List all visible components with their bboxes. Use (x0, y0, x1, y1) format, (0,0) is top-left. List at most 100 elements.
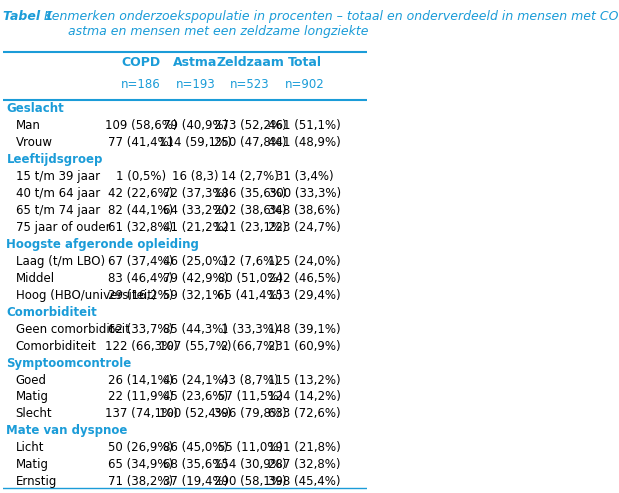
Text: 231 (60,9%): 231 (60,9%) (269, 340, 341, 352)
Text: 67 (37,4%): 67 (37,4%) (108, 255, 173, 268)
Text: Mate van dyspnoe: Mate van dyspnoe (6, 424, 128, 437)
Text: 55 (11,0%): 55 (11,0%) (218, 441, 283, 455)
Text: 31 (3,4%): 31 (3,4%) (276, 170, 334, 183)
Text: 154 (30,9%): 154 (30,9%) (214, 458, 287, 471)
Text: 202 (38,6%): 202 (38,6%) (214, 204, 287, 217)
Text: 12 (7,6%): 12 (7,6%) (221, 255, 279, 268)
Text: 65 (41,4%): 65 (41,4%) (217, 289, 283, 302)
Text: 45 (23,6%): 45 (23,6%) (163, 390, 228, 403)
Text: n=902: n=902 (285, 78, 324, 91)
Text: Total: Total (288, 56, 322, 70)
Text: 75 jaar of ouder: 75 jaar of ouder (15, 221, 110, 234)
Text: 59 (32,1%): 59 (32,1%) (163, 289, 228, 302)
Text: 396 (79,8%): 396 (79,8%) (214, 407, 287, 421)
Text: 223 (24,7%): 223 (24,7%) (268, 221, 341, 234)
Text: 29 (16,2%): 29 (16,2%) (108, 289, 174, 302)
Text: 46 (25,0%): 46 (25,0%) (163, 255, 228, 268)
Text: 43 (8,7%): 43 (8,7%) (222, 374, 279, 387)
Text: 191 (21,8%): 191 (21,8%) (268, 441, 341, 455)
Text: 300 (33,3%): 300 (33,3%) (269, 187, 340, 200)
Text: 1 (0,5%): 1 (0,5%) (116, 170, 166, 183)
Text: Matig: Matig (15, 390, 48, 403)
Text: Ernstig: Ernstig (15, 475, 57, 488)
Text: 72 (37,3%): 72 (37,3%) (163, 187, 228, 200)
Text: 148 (39,1%): 148 (39,1%) (269, 322, 341, 336)
Text: 86 (45,0%): 86 (45,0%) (163, 441, 228, 455)
Text: Middel: Middel (15, 272, 54, 285)
Text: Leeftijdsgroep: Leeftijdsgroep (6, 153, 103, 166)
Text: Geslacht: Geslacht (6, 102, 64, 115)
Text: 68 (35,6%): 68 (35,6%) (163, 458, 228, 471)
Text: 398 (45,4%): 398 (45,4%) (269, 475, 341, 488)
Text: 15 t/m 39 jaar: 15 t/m 39 jaar (15, 170, 100, 183)
Text: 348 (38,6%): 348 (38,6%) (269, 204, 341, 217)
Text: Matig: Matig (15, 458, 48, 471)
Text: Man: Man (15, 119, 40, 132)
Text: 186 (35,6%): 186 (35,6%) (214, 187, 287, 200)
Text: 107 (55,7%): 107 (55,7%) (159, 340, 232, 352)
Text: n=193: n=193 (176, 78, 215, 91)
Text: 441 (48,9%): 441 (48,9%) (268, 136, 341, 149)
Text: Slecht: Slecht (15, 407, 52, 421)
Text: 37 (19,4%): 37 (19,4%) (163, 475, 228, 488)
Text: 461 (51,1%): 461 (51,1%) (268, 119, 341, 132)
Text: 633 (72,6%): 633 (72,6%) (269, 407, 341, 421)
Text: 1 (33,3%): 1 (33,3%) (222, 322, 279, 336)
Text: Astma: Astma (173, 56, 218, 70)
Text: 40 t/m 64 jaar: 40 t/m 64 jaar (15, 187, 100, 200)
Text: 71 (38,2%): 71 (38,2%) (108, 475, 173, 488)
Text: COPD: COPD (121, 56, 160, 70)
Text: 79 (40,9%): 79 (40,9%) (163, 119, 228, 132)
Text: 115 (13,2%): 115 (13,2%) (269, 374, 341, 387)
Text: 42 (22,6%): 42 (22,6%) (108, 187, 174, 200)
Text: 100 (52,4%): 100 (52,4%) (159, 407, 232, 421)
Text: Geen comorbiditeit: Geen comorbiditeit (15, 322, 129, 336)
Text: 14 (2,7%): 14 (2,7%) (221, 170, 279, 183)
Text: Hoog (HBO/universiteit): Hoog (HBO/universiteit) (15, 289, 156, 302)
Text: 82 (44,1%): 82 (44,1%) (108, 204, 173, 217)
Text: 122 (66,3%): 122 (66,3%) (105, 340, 178, 352)
Text: 65 t/m 74 jaar: 65 t/m 74 jaar (15, 204, 100, 217)
Text: 57 (11,5%): 57 (11,5%) (217, 390, 283, 403)
Text: 16 (8,3): 16 (8,3) (172, 170, 219, 183)
Text: 64 (33,2%): 64 (33,2%) (163, 204, 228, 217)
Text: 22 (11,9%): 22 (11,9%) (108, 390, 174, 403)
Text: 125 (24,0%): 125 (24,0%) (269, 255, 341, 268)
Text: 287 (32,8%): 287 (32,8%) (269, 458, 341, 471)
Text: 62 (33,7%): 62 (33,7%) (108, 322, 173, 336)
Text: 242 (46,5%): 242 (46,5%) (268, 272, 341, 285)
Text: 2 (66,7%): 2 (66,7%) (221, 340, 279, 352)
Text: Licht: Licht (15, 441, 44, 455)
Text: Vrouw: Vrouw (15, 136, 53, 149)
Text: 273 (52,2%): 273 (52,2%) (214, 119, 287, 132)
Text: Comorbiditeit: Comorbiditeit (6, 306, 97, 318)
Text: 121 (23,1%): 121 (23,1%) (214, 221, 287, 234)
Text: 109 (58,6%): 109 (58,6%) (105, 119, 177, 132)
Text: 124 (14,2%): 124 (14,2%) (268, 390, 341, 403)
Text: 50 (26,9%): 50 (26,9%) (108, 441, 173, 455)
Text: 153 (29,4%): 153 (29,4%) (269, 289, 341, 302)
Text: 114 (59,1%): 114 (59,1%) (159, 136, 232, 149)
Text: Laag (t/m LBO): Laag (t/m LBO) (15, 255, 105, 268)
Text: n=523: n=523 (230, 78, 270, 91)
Text: 46 (24,1%): 46 (24,1%) (163, 374, 228, 387)
Text: Hoogste afgeronde opleiding: Hoogste afgeronde opleiding (6, 238, 199, 251)
Text: n=186: n=186 (121, 78, 161, 91)
Text: 77 (41,4%): 77 (41,4%) (108, 136, 174, 149)
Text: 61 (32,8%): 61 (32,8%) (108, 221, 173, 234)
Text: 26 (14,1%): 26 (14,1%) (108, 374, 174, 387)
Text: Tabel 1: Tabel 1 (2, 10, 53, 23)
Text: Symptoomcontrole: Symptoomcontrole (6, 356, 132, 370)
Text: 290 (58,1%): 290 (58,1%) (214, 475, 287, 488)
Text: Kenmerken onderzoekspopulatie in procenten – totaal en onderverdeeld in mensen m: Kenmerken onderzoekspopulatie in procent… (35, 10, 619, 38)
Text: Zeldzaam: Zeldzaam (216, 56, 284, 70)
Text: 80 (51,0%): 80 (51,0%) (218, 272, 282, 285)
Text: 83 (46,4%): 83 (46,4%) (108, 272, 173, 285)
Text: 137 (74,1%): 137 (74,1%) (105, 407, 178, 421)
Text: 250 (47,8%): 250 (47,8%) (214, 136, 287, 149)
Text: 79 (42,9%): 79 (42,9%) (163, 272, 228, 285)
Text: 41 (21,2%): 41 (21,2%) (163, 221, 228, 234)
Text: 85 (44,3%): 85 (44,3%) (163, 322, 228, 336)
Text: 65 (34,9%): 65 (34,9%) (108, 458, 173, 471)
Text: Goed: Goed (15, 374, 46, 387)
